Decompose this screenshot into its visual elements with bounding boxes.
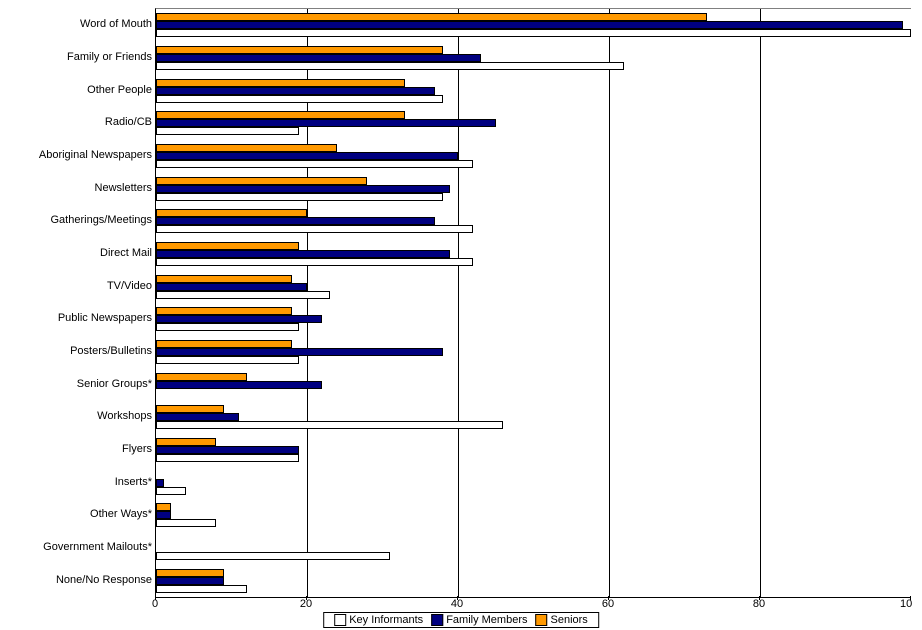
category-label: Gatherings/Meetings [2,214,152,226]
bar-family [156,152,458,160]
bar-seniors [156,569,224,577]
bar-seniors [156,307,292,315]
bar-key [156,127,299,135]
category-label: TV/Video [2,280,152,292]
bar-seniors [156,503,171,511]
bar-key [156,487,186,495]
category-label: Radio/CB [2,116,152,128]
category-label: None/No Response [2,574,152,586]
bar-seniors [156,405,224,413]
legend-label: Family Members [446,614,527,626]
category-label: Other Ways* [2,508,152,520]
bar-key [156,323,299,331]
category-label: Workshops [2,410,152,422]
category-label: Flyers [2,443,152,455]
bar-seniors [156,144,337,152]
category-label: Other People [2,84,152,96]
category-label: Senior Groups* [2,378,152,390]
bar-seniors [156,242,299,250]
bar-seniors [156,340,292,348]
category-label: Aboriginal Newspapers [2,149,152,161]
bar-family [156,413,239,421]
bar-family [156,479,164,487]
chart-container: Key Informants Family Members Seniors 0 20 4… [0,0,922,630]
bar-key [156,552,390,560]
x-tick-label: 0 [152,598,158,610]
category-label: Direct Mail [2,247,152,259]
category-label: Newsletters [2,182,152,194]
gridline [760,9,761,597]
bar-key [156,160,473,168]
bar-seniors [156,13,707,21]
bar-family [156,54,481,62]
bar-seniors [156,438,216,446]
bar-family [156,315,322,323]
legend: Key Informants Family Members Seniors [323,612,599,628]
bar-seniors [156,46,443,54]
category-label: Government Mailouts* [2,541,152,553]
bar-key [156,519,216,527]
legend-label: Seniors [550,614,587,626]
category-label: Public Newspapers [2,312,152,324]
legend-swatch [334,614,346,626]
bar-family [156,21,903,29]
bar-key [156,585,247,593]
bar-key [156,421,503,429]
bar-family [156,185,450,193]
bar-key [156,29,911,37]
bar-key [156,258,473,266]
bar-seniors [156,79,405,87]
bar-key [156,291,330,299]
category-label: Family or Friends [2,51,152,63]
bar-seniors [156,209,307,217]
legend-item-family: Family Members [431,614,527,626]
bar-family [156,511,171,519]
legend-label: Key Informants [349,614,423,626]
bar-key [156,62,624,70]
bar-key [156,95,443,103]
legend-item-seniors: Seniors [535,614,587,626]
bar-family [156,119,496,127]
bar-family [156,217,435,225]
x-tick-label: 10 [900,598,912,610]
category-label: Inserts* [2,476,152,488]
x-tick-label: 80 [753,598,765,610]
bar-key [156,356,299,364]
gridline [609,9,610,597]
bar-family [156,250,450,258]
bar-key [156,225,473,233]
plot-area [155,8,911,598]
bar-family [156,577,224,585]
bar-family [156,446,299,454]
bar-key [156,193,443,201]
legend-swatch [535,614,547,626]
bar-seniors [156,373,247,381]
bar-family [156,283,307,291]
bar-seniors [156,177,367,185]
x-tick-label: 40 [451,598,463,610]
category-label: Word of Mouth [2,18,152,30]
legend-item-key: Key Informants [334,614,423,626]
bar-seniors [156,275,292,283]
bar-seniors [156,111,405,119]
bar-key [156,454,299,462]
bar-family [156,381,322,389]
bar-family [156,87,435,95]
bar-family [156,348,443,356]
category-label: Posters/Bulletins [2,345,152,357]
x-tick-label: 60 [602,598,614,610]
gridline [458,9,459,597]
x-tick-label: 20 [300,598,312,610]
legend-swatch [431,614,443,626]
